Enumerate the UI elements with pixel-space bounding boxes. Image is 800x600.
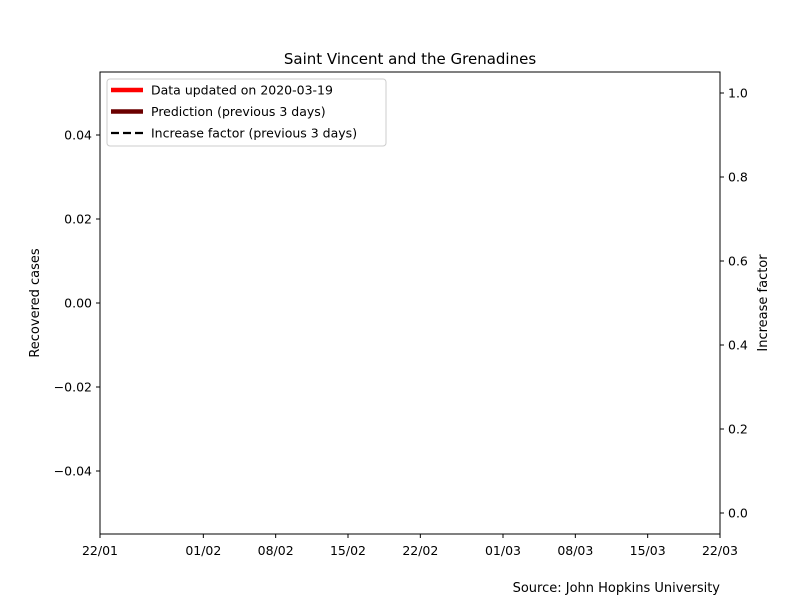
x-tick-label: 01/03 <box>485 543 521 558</box>
y-left-tick-label: −0.04 <box>54 464 92 479</box>
legend-box <box>106 78 387 147</box>
chart-title: Saint Vincent and the Grenadines <box>284 50 536 68</box>
y-right-tick-label: 0.8 <box>728 170 748 185</box>
x-tick-label: 15/02 <box>330 543 366 558</box>
y-axis-left-label: Recovered cases <box>28 248 43 358</box>
legend-label: Data updated on 2020-03-19 <box>151 83 333 98</box>
plot-area <box>99 71 721 535</box>
legend-label: Prediction (previous 3 days) <box>151 104 326 119</box>
x-tick-label: 15/03 <box>630 543 666 558</box>
y-left-tick-label: 0.04 <box>64 128 92 143</box>
y-axis-right-label: Increase factor <box>756 254 771 352</box>
y-right-tick-label: 0.4 <box>728 338 748 353</box>
y-left-tick-label: −0.02 <box>54 380 92 395</box>
y-right-tick-label: 0.2 <box>728 422 748 437</box>
y-left-tick-label: 0.02 <box>64 212 92 227</box>
x-tick-label: 08/03 <box>557 543 593 558</box>
y-axis-left: −0.04 −0.02 0.00 0.02 0.04 <box>54 128 100 479</box>
legend-label: Increase factor (previous 3 days) <box>151 126 357 141</box>
x-tick-label: 22/02 <box>402 543 438 558</box>
x-axis: 22/01 01/02 08/02 15/02 22/02 01/03 08/03 15/03… <box>82 534 738 558</box>
legend: Data updated on 2020-03-19 Prediction (pr… <box>106 78 387 147</box>
x-tick-label: 01/02 <box>185 543 221 558</box>
source-note: Source: John Hopkins University <box>513 581 721 596</box>
x-tick-label: 22/01 <box>82 543 118 558</box>
y-axis-right: 0.0 0.2 0.4 0.6 0.8 1.0 <box>720 86 748 521</box>
x-tick-label: 08/02 <box>258 543 294 558</box>
x-tick-label: 22/03 <box>702 543 738 558</box>
y-right-tick-label: 0.0 <box>728 506 748 521</box>
y-right-tick-label: 0.6 <box>728 254 748 269</box>
y-left-tick-label: 0.00 <box>64 296 92 311</box>
y-right-tick-label: 1.0 <box>728 86 748 101</box>
